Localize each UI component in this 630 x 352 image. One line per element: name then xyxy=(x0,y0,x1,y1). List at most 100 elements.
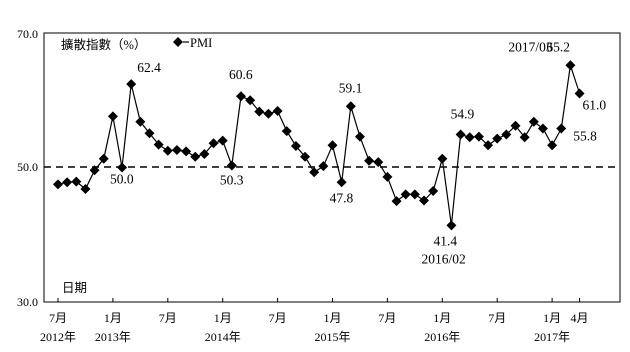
data-point xyxy=(364,155,375,166)
data-point xyxy=(62,177,73,188)
legend-label: PMI xyxy=(190,36,212,50)
x-tick-year: 2016年 xyxy=(424,330,460,344)
data-point xyxy=(309,167,320,178)
data-label: 2017/03 xyxy=(508,39,553,54)
data-point xyxy=(217,135,228,146)
data-point xyxy=(409,189,420,200)
data-point xyxy=(565,60,576,71)
ytick-label: 70.0 xyxy=(17,27,38,41)
x-tick-label: 7月 xyxy=(49,311,67,325)
data-point xyxy=(492,133,503,144)
data-point xyxy=(446,220,457,231)
data-point xyxy=(80,184,91,195)
series-line-pmi xyxy=(57,65,581,226)
data-label: 47.8 xyxy=(330,190,354,205)
data-point xyxy=(263,108,274,119)
data-label: 65.2 xyxy=(546,39,570,54)
data-point xyxy=(345,101,356,112)
x-axis-label: 日期 xyxy=(62,281,87,295)
data-point xyxy=(556,123,567,134)
data-point xyxy=(190,151,201,162)
data-point xyxy=(455,129,466,140)
data-point xyxy=(181,146,192,157)
x-tick-label: 1月 xyxy=(214,311,232,325)
x-tick-label: 1月 xyxy=(433,311,451,325)
x-tick-label: 7月 xyxy=(269,311,287,325)
data-point xyxy=(483,140,494,151)
x-tick-label: 1月 xyxy=(323,311,341,325)
x-tick-label: 1月 xyxy=(104,311,122,325)
x-tick-label: 1月 xyxy=(543,311,561,325)
data-point xyxy=(373,157,384,168)
data-label: 61.0 xyxy=(583,98,607,113)
data-label: 59.1 xyxy=(339,80,363,95)
data-point xyxy=(226,160,237,171)
data-point xyxy=(89,165,100,176)
x-tick-year: 2013年 xyxy=(95,330,131,344)
data-point xyxy=(574,88,585,99)
data-point xyxy=(162,145,173,156)
data-label: 41.4 xyxy=(433,233,457,248)
data-point xyxy=(199,149,210,160)
data-point xyxy=(437,153,448,164)
ytick-label: 50.0 xyxy=(17,160,38,174)
data-point xyxy=(354,131,365,142)
data-point xyxy=(98,153,109,164)
data-point xyxy=(281,126,292,137)
data-point xyxy=(290,140,301,151)
data-point xyxy=(117,162,128,173)
x-tick-year: 2014年 xyxy=(205,330,241,344)
data-point xyxy=(537,123,548,134)
y-axis-label: 擴散指數（%） xyxy=(61,37,146,52)
data-label: 60.6 xyxy=(229,67,253,82)
data-point xyxy=(107,111,118,122)
x-tick-label: 7月 xyxy=(488,311,506,325)
data-point xyxy=(419,195,429,206)
data-point xyxy=(318,161,329,172)
x-tick-year: 2012年 xyxy=(40,330,76,344)
data-point xyxy=(254,106,265,117)
data-point xyxy=(144,128,155,139)
data-point xyxy=(528,116,539,127)
x-axis-ticks: 7月 2012年 1月 2013年 7月 1月 2014年 7月 1月 2015年 7月 1月 2016… xyxy=(40,298,589,344)
data-annotations: 50.0 62.4 50.3 60.6 47.8 59.1 41.4 2016/02 54.9 2… xyxy=(110,39,606,266)
legend-diamond-marker xyxy=(173,37,183,47)
data-point xyxy=(473,131,484,142)
data-label: 62.4 xyxy=(137,60,161,75)
data-point xyxy=(547,140,558,151)
x-tick-year: 2017年 xyxy=(534,330,570,344)
x-tick-label: 7月 xyxy=(159,311,177,325)
data-point xyxy=(464,132,475,143)
data-point xyxy=(510,120,521,131)
data-point xyxy=(53,179,63,190)
data-point xyxy=(336,177,347,188)
x-tick-label: 4月 xyxy=(571,311,589,325)
data-point xyxy=(245,95,256,106)
data-point xyxy=(208,138,219,149)
data-point xyxy=(519,132,530,143)
series-layer xyxy=(53,60,585,231)
data-label: 2016/02 xyxy=(421,251,465,266)
data-point xyxy=(153,139,164,150)
data-point xyxy=(135,116,146,127)
data-point xyxy=(400,189,411,200)
data-point xyxy=(382,171,393,182)
data-point xyxy=(391,196,402,207)
data-point xyxy=(272,106,283,117)
data-point xyxy=(300,151,311,162)
data-point xyxy=(327,140,338,151)
data-label: 50.0 xyxy=(110,172,134,187)
data-label: 54.9 xyxy=(451,107,475,122)
data-point xyxy=(71,176,82,187)
data-label: 55.8 xyxy=(573,128,597,143)
data-label: 50.3 xyxy=(220,172,244,187)
data-point xyxy=(126,79,137,90)
x-tick-label: 7月 xyxy=(378,311,396,325)
data-point xyxy=(428,186,439,197)
data-point xyxy=(171,145,182,156)
data-point xyxy=(501,129,512,140)
data-point xyxy=(236,91,246,102)
x-tick-year: 2015年 xyxy=(314,330,350,344)
ytick-label: 30.0 xyxy=(17,295,38,309)
